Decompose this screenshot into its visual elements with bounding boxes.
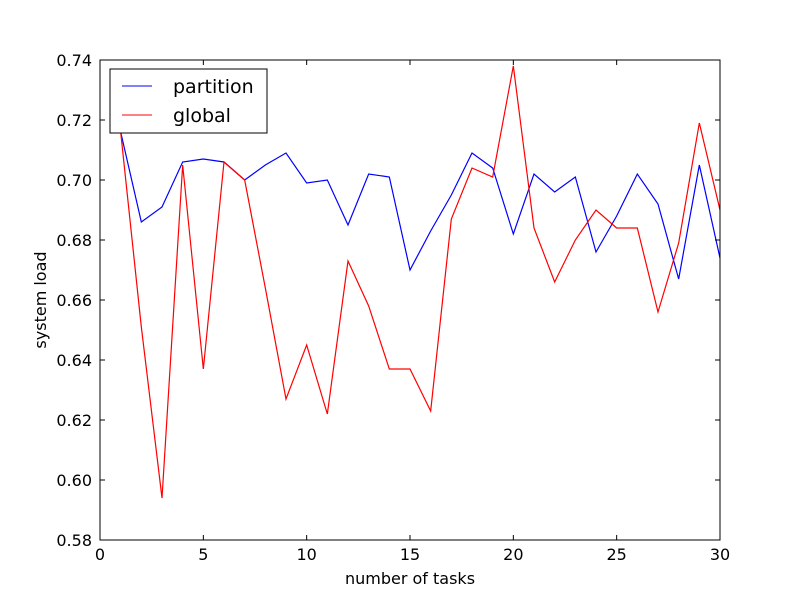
legend-box [109,68,268,134]
y-tick-label: 0.58 [56,531,92,550]
axis-ticks: 0 5 10 15 20 25 30 0.58 0.60 0.62 0.64 0.66 0.68 0.70… [56,51,730,564]
y-tick-label: 0.68 [56,231,92,250]
y-tick-label: 0.64 [56,351,92,370]
legend-label-global: global [173,105,231,127]
x-tick-label: 15 [400,545,420,564]
y-axis-label: system load [31,251,50,348]
series-lines [120,65,720,499]
y-tick-label: 0.60 [56,471,92,490]
x-tick-label: 20 [503,545,523,564]
x-tick-label: 0 [95,545,105,564]
series-line-partition [120,131,720,280]
x-axis-label: number of tasks [345,569,475,588]
x-tick-label: 10 [296,545,316,564]
y-tick-label: 0.70 [56,171,92,190]
series-line-global [120,65,720,499]
x-tick-label: 25 [606,545,626,564]
y-tick-label: 0.72 [56,111,92,130]
y-tick-label: 0.74 [56,51,92,70]
legend: partition global [109,68,268,134]
y-tick-label: 0.66 [56,291,92,310]
legend-label-partition: partition [173,76,254,98]
y-tick-label: 0.62 [56,411,92,430]
x-tick-label: 30 [710,545,730,564]
x-tick-label: 5 [198,545,208,564]
